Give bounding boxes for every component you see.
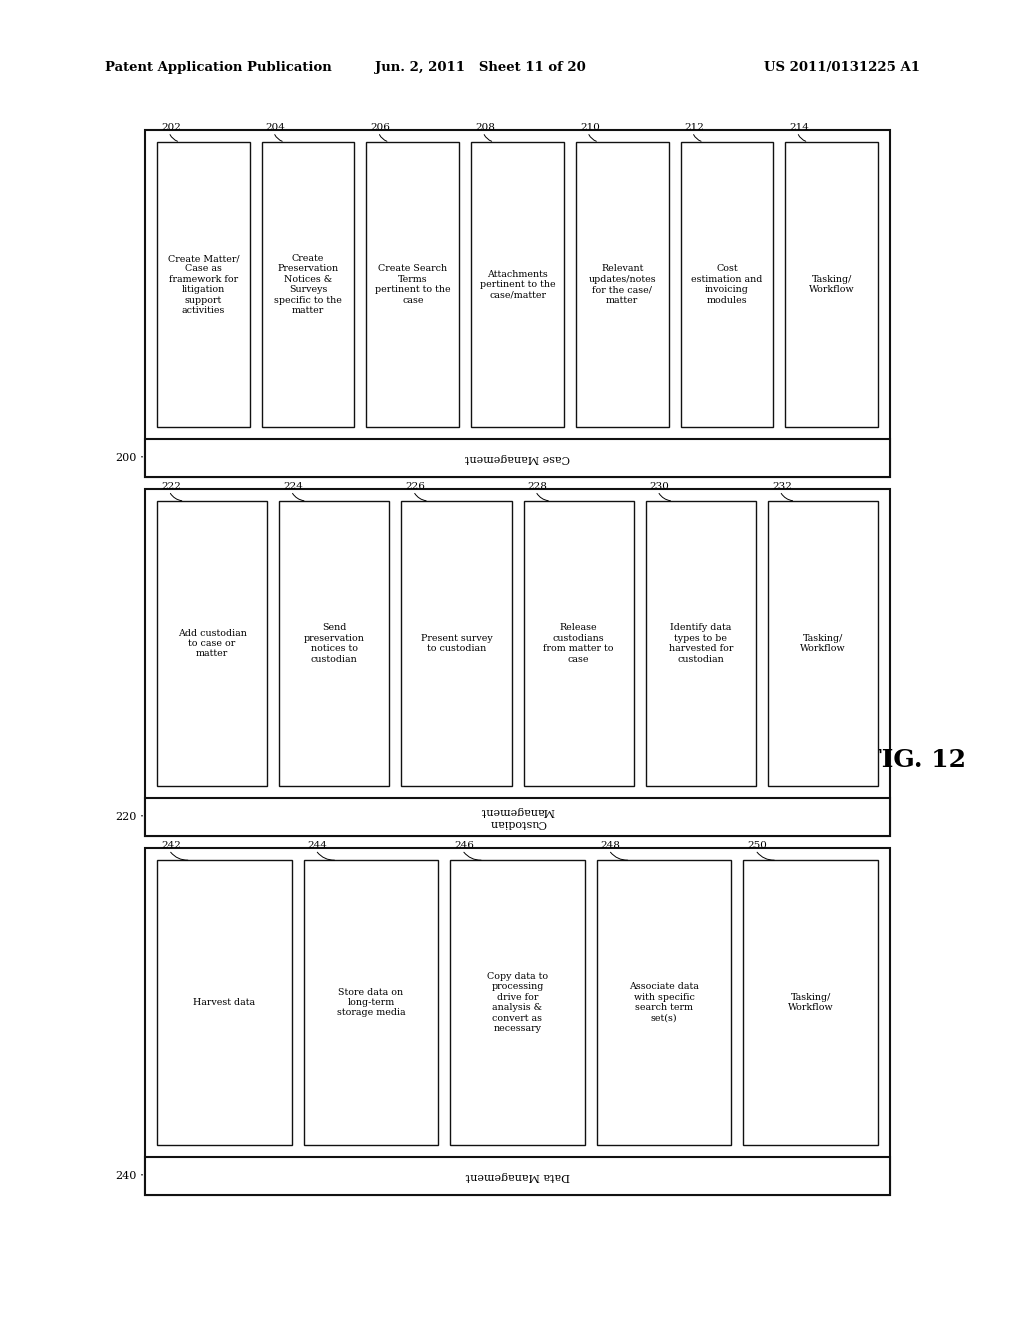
Text: Tasking/
Workflow: Tasking/ Workflow [800, 634, 846, 653]
Bar [262, 143, 354, 426]
Text: 242: 242 [161, 841, 181, 850]
Bar [157, 502, 267, 785]
Text: Create Matter/
Case as
framework for
litigation
support
activities: Create Matter/ Case as framework for lit… [168, 253, 240, 315]
Text: Store data on
long-term
storage media: Store data on long-term storage media [337, 987, 406, 1018]
Text: 222: 222 [161, 482, 181, 491]
Text: 228: 228 [527, 482, 548, 491]
Text: 214: 214 [790, 123, 809, 132]
Text: 226: 226 [406, 482, 425, 491]
Text: Patent Application Publication: Patent Application Publication [105, 62, 332, 74]
Bar [646, 502, 756, 785]
Bar [157, 143, 250, 426]
Text: 212: 212 [685, 123, 705, 132]
Bar [280, 502, 389, 785]
Text: Relevant
updates/notes
for the case/
matter: Relevant updates/notes for the case/ mat… [589, 264, 656, 305]
Text: Create Search
Terms
pertinent to the
case: Create Search Terms pertinent to the cas… [375, 264, 451, 305]
Bar [303, 861, 438, 1144]
Text: Data Management: Data Management [465, 1171, 569, 1181]
Text: Harvest data: Harvest data [194, 998, 255, 1007]
Text: Send
preservation
notices to
custodian: Send preservation notices to custodian [304, 623, 365, 664]
Text: 230: 230 [649, 482, 670, 491]
Text: Tasking/
Workflow: Tasking/ Workflow [787, 993, 834, 1012]
Text: FIG. 12: FIG. 12 [864, 748, 966, 772]
Bar [367, 143, 459, 426]
Text: Release
custodians
from matter to
case: Release custodians from matter to case [544, 623, 613, 664]
Text: Associate data
with specific
search term
set(s): Associate data with specific search term… [629, 982, 699, 1023]
Text: 246: 246 [455, 841, 474, 850]
Text: Present survey
to custodian: Present survey to custodian [421, 634, 493, 653]
Bar [145, 440, 890, 477]
Bar [743, 861, 878, 1144]
Text: Identify data
types to be
harvested for
custodian: Identify data types to be harvested for … [669, 623, 733, 664]
Text: Copy data to
processing
drive for
analysis &
convert as
necessary: Copy data to processing drive for analys… [487, 972, 548, 1034]
Text: Create
Preservation
Notices &
Surveys
specific to the
matter: Create Preservation Notices & Surveys sp… [274, 253, 342, 315]
Text: 240: 240 [116, 1171, 137, 1181]
Text: US 2011/0131225 A1: US 2011/0131225 A1 [764, 62, 920, 74]
Text: 206: 206 [371, 123, 390, 132]
Bar [145, 1158, 890, 1195]
Bar [451, 861, 585, 1144]
Bar [768, 502, 878, 785]
Bar [785, 143, 878, 426]
Bar [145, 799, 890, 836]
Text: 210: 210 [580, 123, 600, 132]
Bar [145, 488, 890, 836]
Text: Tasking/
Workflow: Tasking/ Workflow [809, 275, 854, 294]
Text: 250: 250 [748, 841, 767, 850]
Bar [145, 847, 890, 1195]
Text: Add custodian
to case or
matter: Add custodian to case or matter [177, 628, 247, 659]
Text: 248: 248 [601, 841, 621, 850]
Text: 220: 220 [116, 812, 137, 822]
Text: 200: 200 [116, 453, 137, 463]
Text: 244: 244 [307, 841, 328, 850]
Text: Case Management: Case Management [465, 453, 570, 463]
Bar [471, 143, 564, 426]
Text: Attachments
pertinent to the
case/matter: Attachments pertinent to the case/matter [479, 269, 555, 300]
Text: Jun. 2, 2011   Sheet 11 of 20: Jun. 2, 2011 Sheet 11 of 20 [375, 62, 586, 74]
Text: 202: 202 [161, 123, 181, 132]
Text: Custodian
Management: Custodian Management [480, 807, 555, 828]
Bar [575, 143, 669, 426]
Bar [681, 143, 773, 426]
Bar [523, 502, 634, 785]
Bar [401, 502, 512, 785]
Text: 204: 204 [265, 123, 286, 132]
Text: 208: 208 [475, 123, 495, 132]
Bar [597, 861, 731, 1144]
Text: 224: 224 [284, 482, 303, 491]
Bar [145, 129, 890, 477]
Text: Cost
estimation and
invoicing
modules: Cost estimation and invoicing modules [691, 264, 763, 305]
Bar [157, 861, 292, 1144]
Text: 232: 232 [772, 482, 792, 491]
